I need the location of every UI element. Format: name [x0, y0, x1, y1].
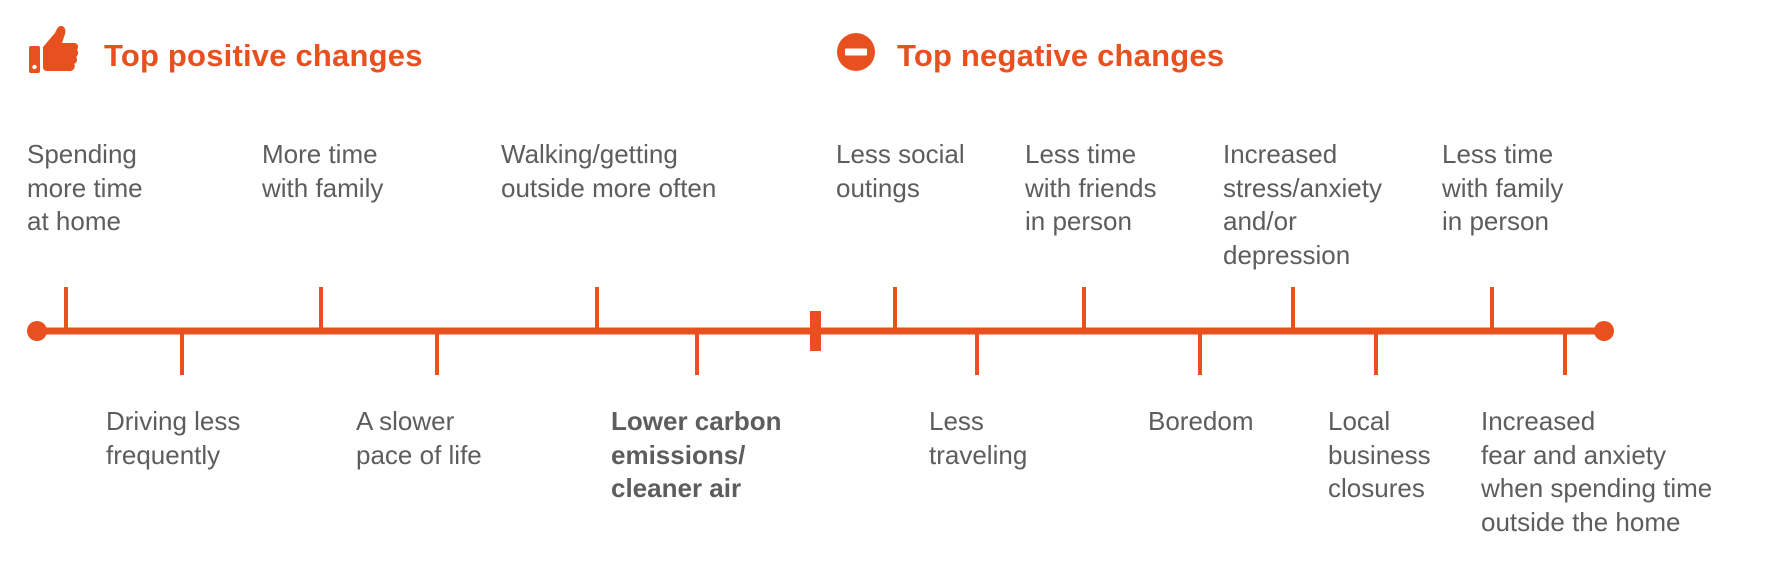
positive-title: Top positive changes: [104, 38, 423, 73]
label-increased-stress: Increased stress/anxiety and/or depressi…: [1223, 139, 1382, 270]
label-less-social: Less social outings: [836, 139, 965, 203]
label-local-business: Local business closures: [1328, 406, 1431, 503]
timeline-divider-marker: [810, 311, 821, 351]
label-more-time-family: More time with family: [262, 139, 384, 203]
label-lower-carbon: Lower carbon emissions/ cleaner air: [611, 406, 782, 503]
negative-heading: Top negative changes: [897, 33, 1224, 79]
label-less-time-family: Less time with family in person: [1442, 139, 1564, 236]
label-spending-more-time: Spending more time at home: [27, 139, 143, 236]
label-less-time-friends: Less time with friends in person: [1025, 139, 1157, 236]
label-boredom: Boredom: [1148, 406, 1254, 436]
positive-heading: Top positive changes: [104, 33, 423, 79]
minus-circle-icon: [837, 33, 875, 71]
label-walking: Walking/getting outside more often: [501, 139, 717, 203]
label-less-traveling: Less traveling: [929, 406, 1028, 470]
timeline-end-dot: [1594, 321, 1614, 341]
thumbs-up-icon: [29, 26, 79, 73]
label-driving-less: Driving less frequently: [106, 406, 241, 470]
label-increased-fear: Increased fear and anxiety when spending…: [1481, 406, 1713, 537]
timeline-start-dot: [27, 321, 47, 341]
negative-title: Top negative changes: [897, 38, 1225, 73]
label-slower-pace: A slower pace of life: [356, 406, 482, 470]
